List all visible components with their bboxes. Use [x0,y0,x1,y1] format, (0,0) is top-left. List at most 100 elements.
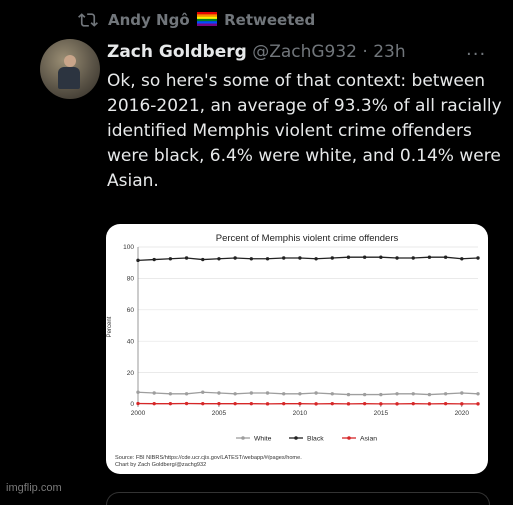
data-point-black [331,256,334,259]
chart-title: Percent of Memphis violent crime offende… [216,233,399,244]
data-point-black [476,256,479,259]
avatar-head [64,55,76,67]
data-point-black [444,256,447,259]
tweet-header: Zach Goldberg @ZachG932 · 23h [107,42,406,62]
data-point-black [136,259,139,262]
data-point-asian [379,402,382,405]
data-point-white [331,392,334,395]
legend: White Black Asian [236,435,377,442]
tweet-image-card[interactable]: Percent of Memphis violent crime offende… [106,224,488,474]
legend-marker-black [294,436,298,440]
y-tick-label: 80 [127,276,135,283]
chart: Percent of Memphis violent crime offende… [106,224,488,474]
data-point-white [266,391,269,394]
data-point-black [428,256,431,259]
data-point-asian [347,402,350,405]
data-point-black [185,256,188,259]
grid [138,247,478,404]
data-point-asian [152,402,155,405]
author-handle[interactable]: @ZachG932 [252,42,357,62]
data-point-black [395,256,398,259]
data-point-asian [314,402,317,405]
data-point-asian [217,402,220,405]
y-tick-label: 40 [127,338,135,345]
data-point-black [152,258,155,261]
x-tick-label: 2010 [293,410,308,417]
data-point-asian [298,402,301,405]
data-point-black [233,256,236,259]
data-point-white [185,392,188,395]
data-point-white [298,392,301,395]
series-line-black [138,257,478,260]
avatar[interactable] [40,39,100,99]
data-point-white [152,391,155,394]
legend-marker-white [241,436,245,440]
tweet-time[interactable]: 23h [373,42,405,62]
data-point-asian [233,402,236,405]
data-point-white [314,391,317,394]
data-point-white [282,392,285,395]
data-point-asian [476,402,479,405]
data-point-asian [412,402,415,405]
chart-source: Source: FBI NIBRS/https://cde.ucr.cjis.g… [115,455,302,461]
x-tick-label: 2000 [131,410,146,417]
data-point-black [412,256,415,259]
data-point-black [379,256,382,259]
data-point-white [379,393,382,396]
retweeted-text: Retweeted [224,11,315,29]
data-point-black [266,257,269,260]
data-point-white [460,391,463,394]
time-separator: · [362,42,367,62]
legend-label-black: Black [307,435,324,442]
y-tick-label: 0 [130,401,134,408]
data-point-black [298,256,301,259]
more-options-icon[interactable]: ··· [466,44,486,65]
data-point-asian [428,402,431,405]
data-point-black [201,258,204,261]
data-point-white [169,392,172,395]
data-point-white [476,392,479,395]
data-point-black [314,257,317,260]
data-point-white [217,391,220,394]
data-point-black [217,257,220,260]
legend-label-white: White [254,435,272,442]
data-point-white [363,393,366,396]
x-tick-label: 2005 [212,410,227,417]
series-line-white [138,392,478,394]
x-ticks: 2000 2005 2010 2015 2020 [131,404,470,417]
retweet-icon [78,10,98,30]
data-point-white [201,391,204,394]
data-point-black [282,256,285,259]
y-tick-label: 20 [127,370,135,377]
data-point-white [250,391,253,394]
data-point-asian [250,402,253,405]
data-point-white [136,391,139,394]
author-name[interactable]: Zach Goldberg [107,42,247,62]
data-point-black [363,256,366,259]
retweet-label[interactable]: Andy Ngô Retweeted [108,11,315,29]
x-tick-label: 2015 [374,410,389,417]
data-point-black [347,256,350,259]
tweet-text: Ok, so here's some of that context: betw… [107,69,507,194]
data-point-asian [460,402,463,405]
rainbow-flag-icon [197,12,217,26]
data-point-white [444,392,447,395]
imgflip-watermark: imgflip.com [6,482,62,494]
data-point-asian [185,402,188,405]
x-tick-label: 2020 [455,410,470,417]
retweeter-name: Andy Ngô [108,11,190,29]
avatar-body [58,67,80,89]
data-point-white [428,393,431,396]
data-point-white [233,392,236,395]
data-point-asian [169,402,172,405]
data-point-white [347,393,350,396]
data-point-asian [395,402,398,405]
legend-label-asian: Asian [360,435,377,442]
series-group [136,256,479,406]
data-point-white [395,392,398,395]
y-axis-label: Percent [107,316,113,337]
data-point-black [250,257,253,260]
data-point-white [412,392,415,395]
data-point-asian [282,402,285,405]
